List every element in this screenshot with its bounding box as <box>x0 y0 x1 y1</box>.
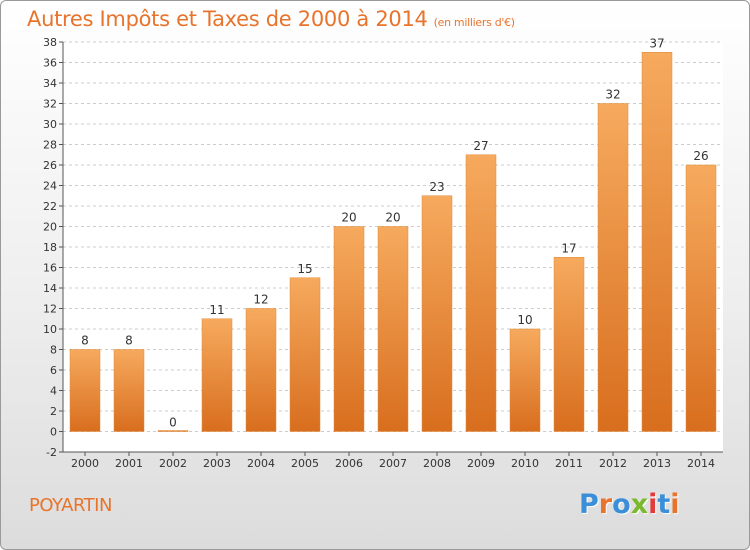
bar <box>641 52 673 432</box>
x-tick-label: 2003 <box>203 457 231 470</box>
bar-value-label: 10 <box>517 313 532 327</box>
bars: 8 8 0 11 12 15 20 20 23 27 10 17 32 37 26 <box>69 36 717 432</box>
bar <box>509 328 541 432</box>
bar-value-label: 20 <box>341 211 356 225</box>
y-tick-label: 10 <box>43 323 57 336</box>
bar-value-label: 11 <box>209 303 224 317</box>
y-tick-label: 30 <box>43 118 57 131</box>
logo-letter: i <box>670 489 680 520</box>
y-tick-label: 6 <box>50 364 57 377</box>
bar-value-label: 27 <box>473 139 488 153</box>
x-tick-label: 2013 <box>643 457 671 470</box>
bar-value-label: 37 <box>649 36 664 50</box>
x-tick-label: 2006 <box>335 457 363 470</box>
x-tick-label: 2002 <box>159 457 187 470</box>
y-tick-label: 2 <box>50 405 57 418</box>
bar-value-label: 17 <box>561 241 576 255</box>
bar-value-label: 20 <box>385 211 400 225</box>
bar <box>333 226 365 432</box>
y-tick-label: 0 <box>50 426 57 439</box>
bar-value-label: 23 <box>429 180 444 194</box>
bar-value-label: 8 <box>81 334 89 348</box>
bar <box>157 430 189 432</box>
y-tick-label: 32 <box>43 98 57 111</box>
x-tick-label: 2001 <box>115 457 143 470</box>
y-tick-label: 26 <box>43 159 57 172</box>
x-tick-label: 2007 <box>379 457 407 470</box>
bar <box>465 154 497 432</box>
bar <box>685 164 717 432</box>
y-tick-label: 34 <box>43 77 57 90</box>
chart-title-unit: (en milliers d'€) <box>433 16 515 29</box>
y-tick-label: 12 <box>43 303 57 316</box>
x-tick-label: 2008 <box>423 457 451 470</box>
x-tick-label: 2012 <box>599 457 627 470</box>
bar-value-label: 12 <box>253 293 268 307</box>
logo-letter: P <box>579 489 599 520</box>
y-tick-label: 28 <box>43 139 57 152</box>
x-tick-label: 2005 <box>291 457 319 470</box>
place-name: POYARTIN <box>29 495 112 516</box>
bar <box>553 257 585 432</box>
y-tick-label: 8 <box>50 344 57 357</box>
bar-value-label: 0 <box>169 416 177 430</box>
bar <box>245 308 277 432</box>
bar-value-label: 8 <box>125 334 133 348</box>
proxiti-logo: Proxiti <box>579 489 680 520</box>
bar <box>69 349 101 432</box>
y-tick-label: -2 <box>46 446 57 459</box>
x-axis: 2000 2001 2002 2003 2004 2005 2006 2007 2008 2009… <box>63 451 723 470</box>
bar <box>113 349 145 432</box>
y-tick-label: 18 <box>43 241 57 254</box>
logo-letter: t <box>657 489 671 520</box>
y-tick-label: 38 <box>43 36 57 49</box>
x-tick-label: 2000 <box>71 457 99 470</box>
logo-letter: x <box>630 489 649 520</box>
bar <box>421 195 453 432</box>
logo-letter: i <box>648 489 658 520</box>
chart-title-main: Autres Impôts et Taxes de 2000 à 2014 <box>27 7 428 31</box>
x-tick-label: 2010 <box>511 457 539 470</box>
bar <box>377 226 409 432</box>
x-tick-label: 2014 <box>687 457 715 470</box>
logo-letter: r <box>598 489 613 520</box>
chart-title: Autres Impôts et Taxes de 2000 à 2014 (en… <box>27 7 515 31</box>
bar <box>289 277 321 432</box>
y-tick-label: 36 <box>43 57 57 70</box>
x-tick-label: 2004 <box>247 457 275 470</box>
y-tick-label: 24 <box>43 180 57 193</box>
y-tick-label: 22 <box>43 200 57 213</box>
y-tick-label: 16 <box>43 262 57 275</box>
bar-value-label: 26 <box>693 149 708 163</box>
x-tick-label: 2011 <box>555 457 583 470</box>
y-tick-label: 14 <box>43 282 57 295</box>
logo-letter: o <box>612 489 631 520</box>
bar <box>597 103 629 432</box>
bar <box>201 318 233 432</box>
x-tick-label: 2009 <box>467 457 495 470</box>
bar-value-label: 15 <box>297 262 312 276</box>
y-tick-label: 4 <box>50 385 57 398</box>
bar-value-label: 32 <box>605 88 620 102</box>
y-tick-label: 20 <box>43 221 57 234</box>
